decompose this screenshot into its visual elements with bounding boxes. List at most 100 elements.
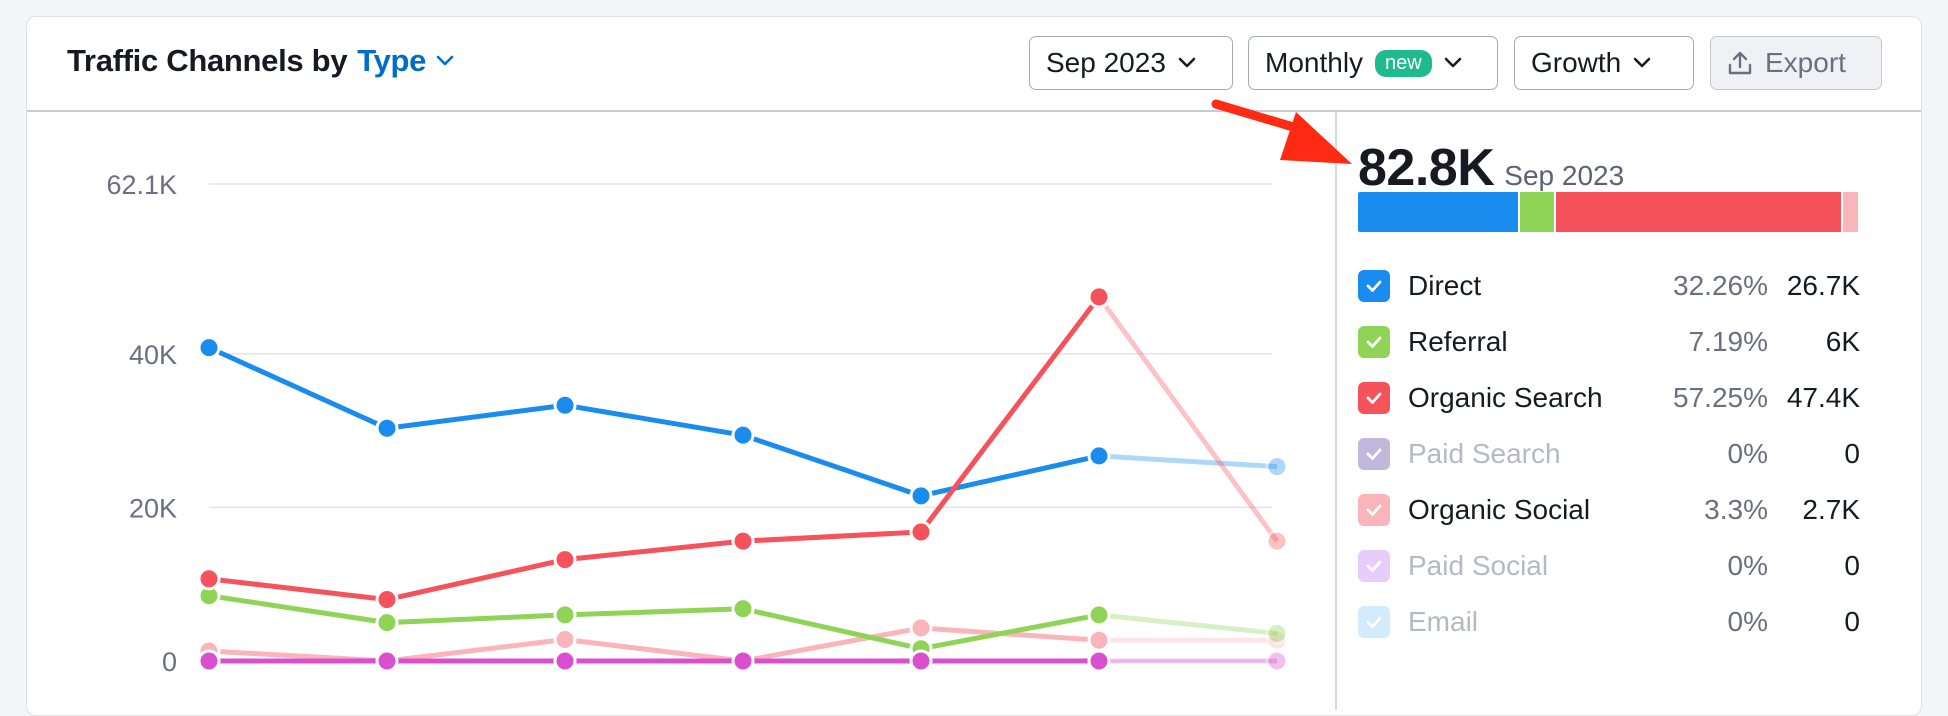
legend-row-paid_search[interactable]: Paid Search 0% 0: [1358, 426, 1860, 482]
share-segment-organic_search: [1556, 192, 1844, 232]
data-point[interactable]: [1265, 649, 1289, 673]
data-point[interactable]: [553, 548, 577, 572]
legend-label: Organic Search: [1408, 382, 1603, 413]
data-point[interactable]: [553, 393, 577, 417]
legend-percent: 32.26%: [1673, 270, 1768, 301]
series-display: [197, 649, 1289, 673]
legend-label: Referral: [1408, 326, 1508, 357]
data-point[interactable]: [553, 627, 577, 651]
channel-legend: Direct 32.26% 26.7K Referral 7.19% 6K Organic …: [1358, 258, 1860, 650]
new-badge: new: [1375, 49, 1432, 77]
legend-label: Paid Social: [1408, 550, 1549, 581]
data-point[interactable]: [1265, 628, 1289, 652]
data-point[interactable]: [909, 649, 933, 673]
legend-row-paid_social[interactable]: Paid Social 0% 0: [1358, 538, 1860, 594]
series-line: [208, 295, 1101, 603]
total-value: 82.8K: [1358, 139, 1495, 197]
legend-percent: 57.25%: [1673, 382, 1768, 413]
legend-value: 2.7K: [1802, 494, 1860, 525]
series-line: [208, 625, 1100, 664]
y-tick-label: 40K: [129, 340, 177, 370]
legend-label: Organic Social: [1408, 494, 1591, 525]
legend-percent: 0%: [1727, 438, 1768, 469]
chevron-down-icon[interactable]: [436, 55, 454, 67]
legend-percent: 3.3%: [1704, 494, 1768, 525]
checkbox-checked-icon[interactable]: [1358, 382, 1390, 414]
channel-share-bar: [1358, 192, 1860, 232]
legend-percent: 0%: [1727, 550, 1768, 581]
series-organic_search: [197, 285, 1289, 612]
traffic-line-chart: 0 20K 40K 62.1K: [106, 170, 1289, 677]
legend-value: 0: [1844, 438, 1860, 469]
data-point[interactable]: [375, 588, 399, 612]
data-point[interactable]: [375, 611, 399, 635]
total-traffic: 82.8K Sep 2023: [1358, 138, 1624, 198]
data-point[interactable]: [731, 423, 755, 447]
y-tick-label: 62.1K: [106, 170, 177, 200]
legend-value: 0: [1844, 550, 1860, 581]
legend-row-referral[interactable]: Referral 7.19% 6K: [1358, 314, 1860, 370]
period-select[interactable]: Monthly new: [1248, 36, 1498, 90]
data-point[interactable]: [553, 603, 577, 627]
series-line-partial: [1098, 453, 1278, 470]
series-line: [208, 593, 1100, 652]
data-point[interactable]: [731, 529, 755, 553]
data-point[interactable]: [197, 567, 221, 591]
export-button[interactable]: Export: [1710, 36, 1882, 90]
period-select-label: Monthly: [1265, 47, 1364, 78]
legend-value: 26.7K: [1786, 270, 1860, 301]
panel-divider: [1335, 110, 1337, 710]
data-point[interactable]: [375, 416, 399, 440]
title-prefix: Traffic Channels by: [67, 43, 348, 78]
data-point[interactable]: [1087, 603, 1111, 627]
data-point[interactable]: [909, 484, 933, 508]
share-segment-direct: [1358, 192, 1520, 232]
legend-percent: 7.19%: [1688, 326, 1768, 357]
series-direct: [197, 336, 1289, 508]
widget-header: Traffic Channels by Type Sep 2023 Monthl…: [27, 17, 1921, 112]
checkbox-checked-icon[interactable]: [1358, 438, 1390, 470]
data-point[interactable]: [731, 597, 755, 621]
data-point[interactable]: [1265, 621, 1289, 645]
share-segment-organic_social: [1843, 192, 1860, 232]
share-segment-referral: [1519, 192, 1557, 232]
legend-percent: 0%: [1727, 606, 1768, 637]
checkbox-checked-icon[interactable]: [1358, 606, 1390, 638]
data-point[interactable]: [1087, 285, 1111, 309]
data-point[interactable]: [375, 649, 399, 673]
checkbox-checked-icon[interactable]: [1358, 270, 1390, 302]
legend-row-organic_search[interactable]: Organic Search 57.25% 47.4K: [1358, 370, 1860, 426]
data-point[interactable]: [553, 649, 577, 673]
checkbox-checked-icon[interactable]: [1358, 326, 1390, 358]
legend-value: 0: [1844, 606, 1860, 637]
legend-label: Direct: [1408, 270, 1482, 301]
checkbox-checked-icon[interactable]: [1358, 550, 1390, 582]
legend-row-email[interactable]: Email 0% 0: [1358, 594, 1860, 650]
data-point[interactable]: [1087, 628, 1111, 652]
y-tick-label: 20K: [129, 493, 177, 523]
legend-row-direct[interactable]: Direct 32.26% 26.7K: [1358, 258, 1860, 314]
data-point[interactable]: [1087, 444, 1111, 468]
series-referral: [197, 584, 1289, 661]
total-date: Sep 2023: [1504, 160, 1625, 191]
data-point[interactable]: [731, 649, 755, 673]
data-point[interactable]: [909, 616, 933, 640]
widget-title: Traffic Channels by Type: [67, 43, 454, 79]
type-dropdown[interactable]: Type: [357, 43, 427, 78]
checkbox-checked-icon[interactable]: [1358, 494, 1390, 526]
y-tick-label: 0: [162, 647, 177, 677]
data-point[interactable]: [197, 336, 221, 360]
legend-label: Paid Search: [1408, 438, 1561, 469]
metric-select[interactable]: Growth: [1514, 36, 1694, 90]
date-select-label: Sep 2023: [1046, 47, 1166, 78]
date-select[interactable]: Sep 2023: [1029, 36, 1233, 90]
legend-row-organic_social[interactable]: Organic Social 3.3% 2.7K: [1358, 482, 1860, 538]
data-point[interactable]: [197, 649, 221, 673]
data-point[interactable]: [909, 520, 933, 544]
chevron-down-icon: [1633, 57, 1651, 68]
data-point[interactable]: [1265, 529, 1289, 553]
data-point[interactable]: [1087, 649, 1111, 673]
legend-value: 6K: [1825, 326, 1860, 357]
chevron-down-icon: [1178, 57, 1196, 68]
data-point[interactable]: [1265, 455, 1289, 479]
